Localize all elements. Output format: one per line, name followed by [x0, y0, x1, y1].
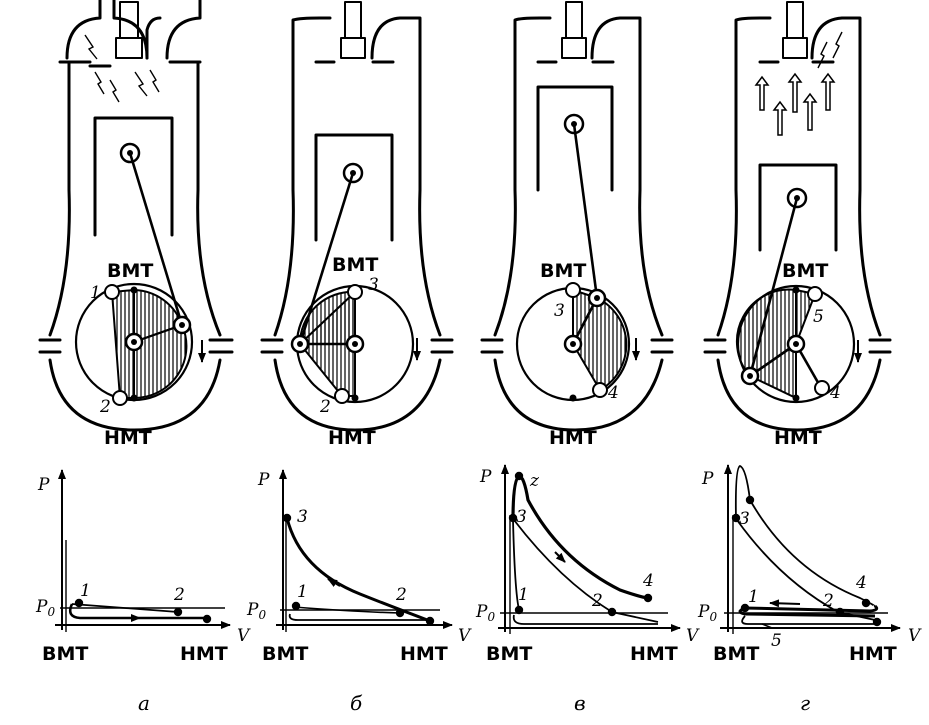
point-label: 5: [813, 307, 824, 327]
point-label: 4: [607, 383, 619, 403]
v-axis-label: V: [458, 626, 472, 646]
tdc-label-4: ВМТ: [782, 260, 828, 282]
engine-compression: [260, 1, 454, 432]
p0-label: P0: [475, 602, 495, 624]
tdc-axis-label: ВМТ: [262, 643, 308, 665]
bdc-axis-label: НМТ: [180, 643, 228, 665]
bdc-label-2: НМТ: [328, 427, 376, 449]
point-label: 3: [297, 507, 308, 527]
bdc-axis-label: НМТ: [849, 643, 897, 665]
point-label: 2: [319, 397, 331, 417]
point-label: 2: [99, 397, 111, 417]
tdc-axis-label: ВМТ: [713, 643, 759, 665]
v-axis-label: V: [908, 626, 922, 646]
point-label: z: [529, 471, 540, 491]
caption-a: а: [138, 691, 150, 715]
tdc-label-2: ВМТ: [332, 254, 378, 276]
engine-power: [480, 1, 674, 432]
point-label: 1: [748, 587, 759, 607]
p0-label: P0: [35, 597, 55, 619]
bdc-label-4: НМТ: [774, 427, 822, 449]
point-label: 4: [855, 573, 867, 593]
bdc-label-3: НМТ: [549, 427, 597, 449]
caption-g: г: [800, 691, 810, 715]
point-label: 4: [829, 383, 841, 403]
bdc-axis-label: НМТ: [630, 643, 678, 665]
point-label: 1: [80, 581, 91, 601]
bdc-axis-label: НМТ: [400, 643, 448, 665]
point-label: 4: [642, 571, 654, 591]
point-label: 2: [822, 591, 834, 611]
p0-label: P0: [697, 602, 717, 624]
pv-diagram-b: [276, 469, 453, 632]
v-axis-label: V: [686, 626, 700, 646]
point-label: 3: [554, 301, 565, 321]
p0-label: P0: [246, 600, 266, 622]
p-axis-label: P: [701, 469, 714, 489]
tdc-axis-label: ВМТ: [42, 643, 88, 665]
point-label: 1: [518, 585, 529, 605]
point-label: 2: [395, 585, 407, 605]
pv-diagram-v: [498, 464, 681, 634]
p-axis-label: P: [479, 467, 492, 487]
point-label: 5: [771, 631, 782, 651]
engine-exhaust: [703, 1, 892, 432]
v-axis-label: V: [237, 626, 251, 646]
point-label: 2: [173, 585, 185, 605]
caption-b: б: [350, 691, 363, 715]
point-label: 1: [90, 283, 101, 303]
caption-v: в: [574, 691, 586, 715]
pv-diagram-g: [720, 464, 901, 634]
point-label: 3: [368, 275, 379, 295]
p-axis-label: P: [257, 470, 270, 490]
tdc-label-3: ВМТ: [540, 260, 586, 282]
point-label: 3: [739, 509, 750, 529]
point-label: 3: [516, 507, 527, 527]
tdc-label-1: ВМТ: [107, 260, 153, 282]
pv-diagram-a: [55, 469, 231, 632]
point-label: 1: [297, 582, 308, 602]
p-axis-label: P: [37, 475, 50, 495]
point-label: 2: [591, 591, 603, 611]
engine-intake: [38, 0, 234, 432]
bdc-label-1: НМТ: [104, 427, 152, 449]
tdc-axis-label: ВМТ: [486, 643, 532, 665]
